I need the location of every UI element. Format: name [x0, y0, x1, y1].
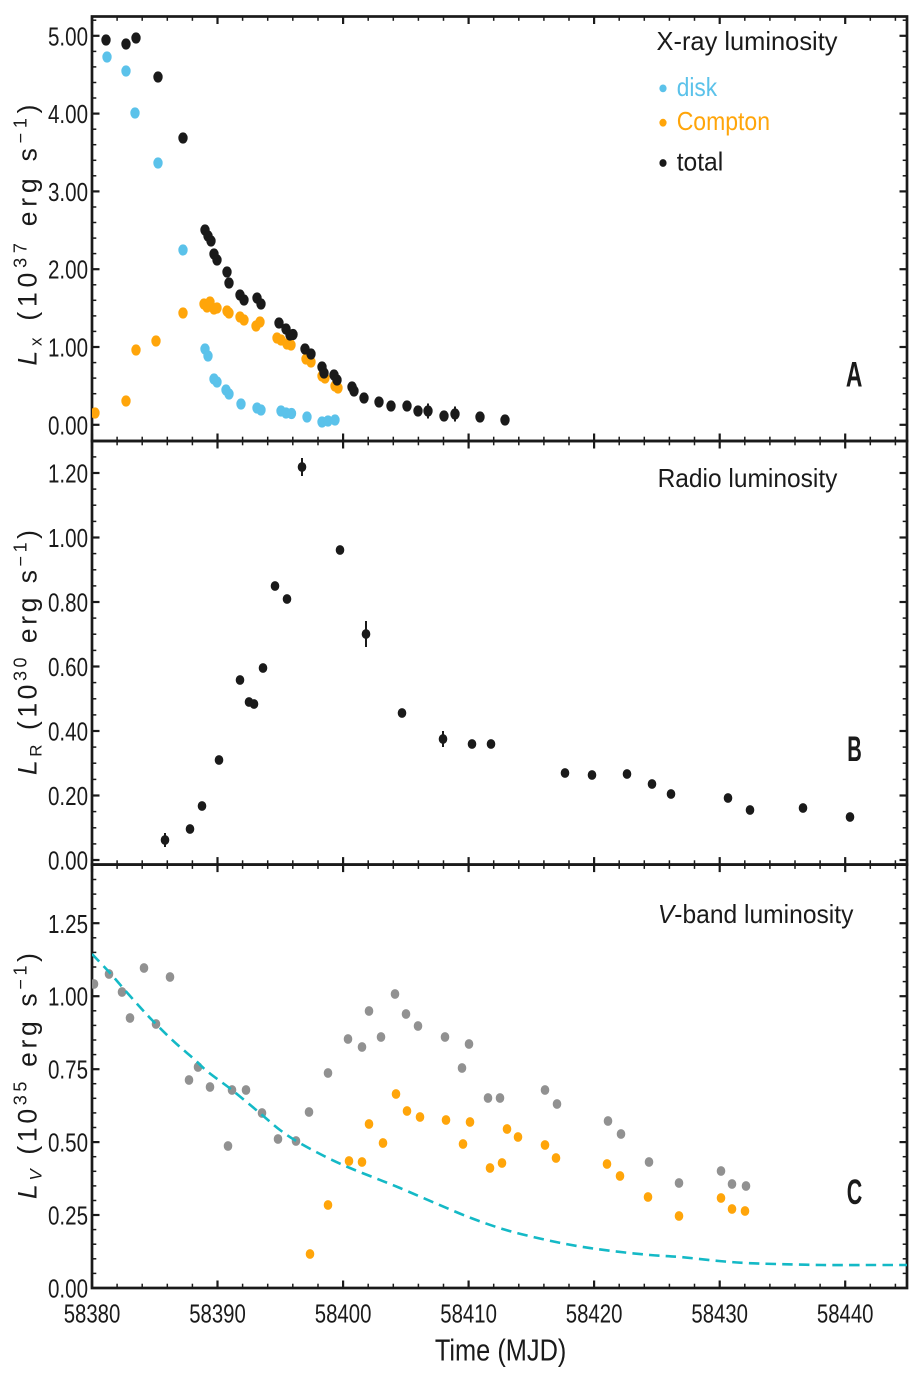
svg-text:X-ray luminosity: X-ray luminosity: [657, 26, 838, 56]
svg-text:0.60: 0.60: [48, 652, 88, 682]
svg-text:Compton: Compton: [677, 106, 770, 136]
svg-text:disk: disk: [677, 72, 718, 102]
svg-text:58410: 58410: [440, 1299, 497, 1329]
svg-text:C: C: [847, 1173, 863, 1212]
svg-text:1.00: 1.00: [48, 982, 88, 1012]
svg-text:0.75: 0.75: [48, 1055, 88, 1085]
svg-text:B: B: [847, 730, 862, 769]
svg-text:58420: 58420: [566, 1299, 623, 1329]
svg-text:0.20: 0.20: [48, 781, 88, 811]
svg-text:Time (MJD): Time (MJD): [435, 1333, 567, 1368]
svg-text:0.80: 0.80: [48, 588, 88, 618]
svg-text:58440: 58440: [817, 1299, 874, 1329]
svg-text:0.00: 0.00: [48, 846, 88, 876]
svg-text:0.40: 0.40: [48, 717, 88, 747]
svg-text:5.00: 5.00: [48, 21, 88, 51]
svg-text:0.00: 0.00: [48, 410, 88, 440]
svg-text:4.00: 4.00: [48, 99, 88, 129]
svg-text:1.00: 1.00: [48, 523, 88, 553]
svg-text:1.25: 1.25: [48, 909, 88, 939]
svg-text:0.25: 0.25: [48, 1201, 88, 1231]
svg-text:58380: 58380: [64, 1299, 121, 1329]
svg-text:2.00: 2.00: [48, 255, 88, 285]
svg-text:A: A: [846, 355, 863, 394]
svg-text:Radio luminosity: Radio luminosity: [658, 463, 838, 493]
svg-text:1.00: 1.00: [48, 333, 88, 363]
svg-text:V-band luminosity: V-band luminosity: [658, 899, 854, 929]
svg-text:58430: 58430: [691, 1299, 748, 1329]
svg-text:total: total: [677, 147, 724, 177]
svg-text:0.00: 0.00: [48, 1274, 88, 1304]
svg-text:1.20: 1.20: [48, 459, 88, 489]
svg-text:58400: 58400: [315, 1299, 372, 1329]
svg-text:3.00: 3.00: [48, 177, 88, 207]
svg-text:0.50: 0.50: [48, 1128, 88, 1158]
svg-text:58390: 58390: [189, 1299, 246, 1329]
